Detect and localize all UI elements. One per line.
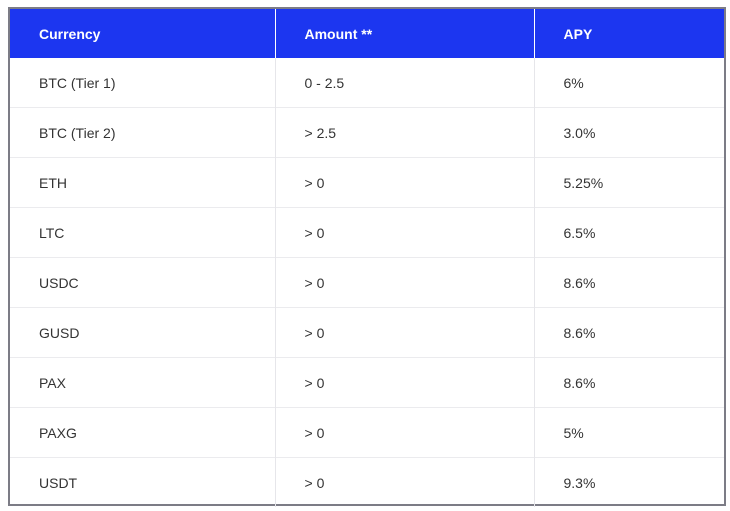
table-header: Currency Amount ** APY — [10, 9, 724, 58]
cell-apy: 6% — [563, 74, 584, 91]
cell-currency: BTC (Tier 1) — [10, 58, 276, 108]
cell-currency: USDT — [10, 457, 276, 507]
table-row: ETH > 0 5.25% — [10, 157, 724, 208]
cell-amount: > 2.5 — [275, 107, 535, 158]
cell-apy: 5% — [534, 407, 724, 458]
table-row: USDT > 0 9.3% — [10, 457, 724, 507]
table-row: GUSD > 0 8.6% — [10, 307, 724, 358]
cell-amount: > 0 — [275, 257, 535, 308]
cell-amount: > 0 — [275, 157, 535, 208]
cell-amount: > 0 — [275, 457, 535, 507]
table-row: LTC > 0 6.5% — [10, 207, 724, 258]
column-header-apy: APY — [534, 9, 724, 58]
cell-currency: BTC (Tier 2) — [10, 107, 276, 158]
cell-amount: > 0 — [275, 207, 535, 258]
cell-amount: 0 - 2.5 — [275, 58, 535, 108]
cell-apy: 9.3% — [534, 457, 724, 507]
table-row: BTC (Tier 1) 0 - 2.5 6% — [10, 58, 724, 108]
column-header-currency: Currency — [10, 9, 276, 58]
table-body: BTC (Tier 1) 0 - 2.5 6% BTC (Tier 2) > 2… — [10, 58, 724, 507]
table-row: USDC > 0 8.6% — [10, 257, 724, 308]
cell-apy: 8.6% — [534, 307, 724, 358]
apy-table-frame: Currency Amount ** APY BTC (Tier 1) 0 - … — [8, 7, 726, 507]
header-row: Currency Amount ** APY — [10, 9, 724, 58]
cell-currency: LTC — [10, 207, 276, 258]
column-header-amount: Amount ** — [275, 9, 535, 58]
cell-currency: USDC — [10, 257, 276, 308]
cell-apy: 6.5% — [534, 207, 724, 258]
cell-apy: 8.6% — [534, 357, 724, 408]
cell-amount: > 0 — [275, 307, 535, 358]
table-row: BTC (Tier 2) > 2.5 3.0% — [10, 107, 724, 158]
cell-amount: > 0 — [275, 357, 535, 408]
table-row: PAXG > 0 5% — [10, 407, 724, 458]
table-row: PAX > 0 8.6% — [10, 357, 724, 408]
cell-apy: 3.0% — [534, 107, 724, 158]
cell-currency: GUSD — [10, 307, 276, 358]
cell-apy: 5.25% — [534, 157, 724, 208]
cell-currency: ETH — [10, 157, 276, 208]
cell-apy: 8.6% — [534, 257, 724, 308]
cell-currency: PAXG — [10, 407, 276, 458]
apy-table: Currency Amount ** APY BTC (Tier 1) 0 - … — [10, 9, 724, 507]
cell-currency: PAX — [10, 357, 276, 408]
cell-amount: > 0 — [275, 407, 535, 458]
